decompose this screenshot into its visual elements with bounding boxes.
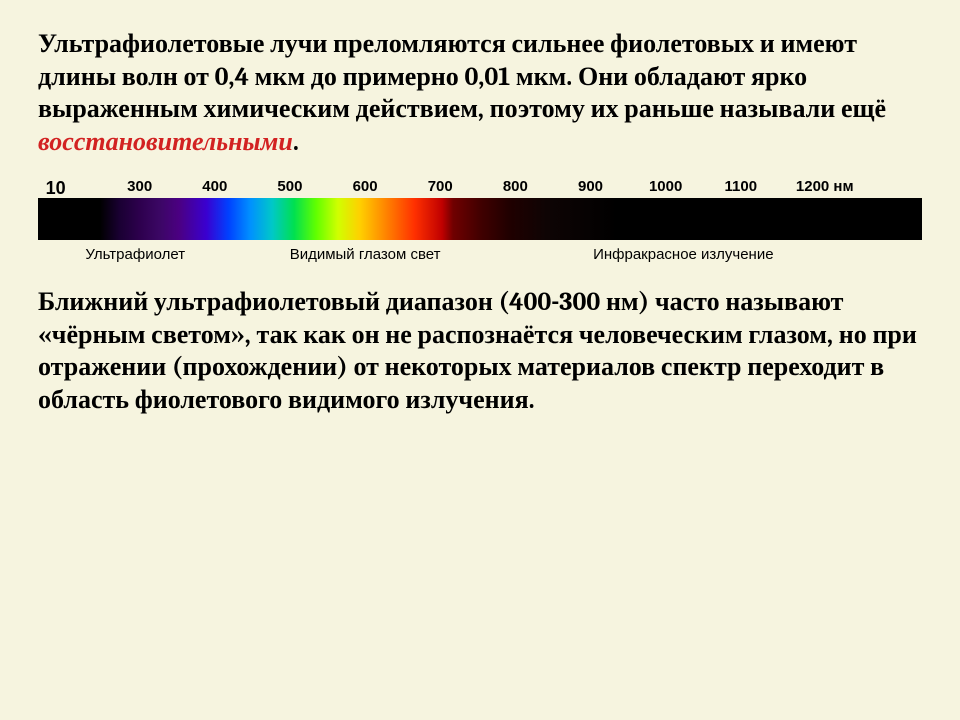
- spectrum-region-label: Ультрафиолет: [85, 246, 185, 263]
- spectrum-tick: 10: [46, 178, 66, 199]
- spectrum-tick: 900: [578, 178, 603, 195]
- spectrum-uv-near: [100, 198, 180, 240]
- intro-paragraph: Ультрафиолетовые лучи преломляются сильн…: [38, 28, 922, 158]
- intro-highlight: восстановительными: [38, 127, 293, 157]
- spectrum-tick: 400: [202, 178, 227, 195]
- spectrum-region-label: Видимый глазом свет: [290, 246, 441, 263]
- spectrum-region-label: Инфракрасное излучение: [593, 246, 773, 263]
- spectrum-tick: 300: [127, 178, 152, 195]
- intro-main: Ультрафиолетовые лучи преломляются сильн…: [38, 29, 886, 124]
- spectrum-tick: 1000: [649, 178, 682, 195]
- spectrum-tick: 800: [503, 178, 528, 195]
- spectrum-ticks: 10 300 400 500 600 700 800 900 1000 1100 1200 нм: [38, 176, 922, 198]
- spectrum-tick: 1100: [724, 178, 757, 195]
- spectrum-tick: 1200 нм: [796, 178, 854, 195]
- body-paragraph: Ближний ультрафиолетовый диапазон (400-3…: [38, 286, 922, 416]
- spectrum-uv-deep: [38, 198, 100, 240]
- spectrum-chart: 10 300 400 500 600 700 800 900 1000 1100 1200 нм У…: [38, 172, 922, 276]
- spectrum-infrared: [453, 198, 922, 240]
- spectrum-bar: [38, 198, 922, 240]
- spectrum-tick: 700: [428, 178, 453, 195]
- spectrum-tick: 500: [277, 178, 302, 195]
- spectrum-visible: [179, 198, 453, 240]
- intro-tail: .: [293, 127, 299, 157]
- spectrum-region-labels: Ультрафиолет Видимый глазом свет Инфракрас…: [38, 246, 922, 270]
- spectrum-tick: 600: [353, 178, 378, 195]
